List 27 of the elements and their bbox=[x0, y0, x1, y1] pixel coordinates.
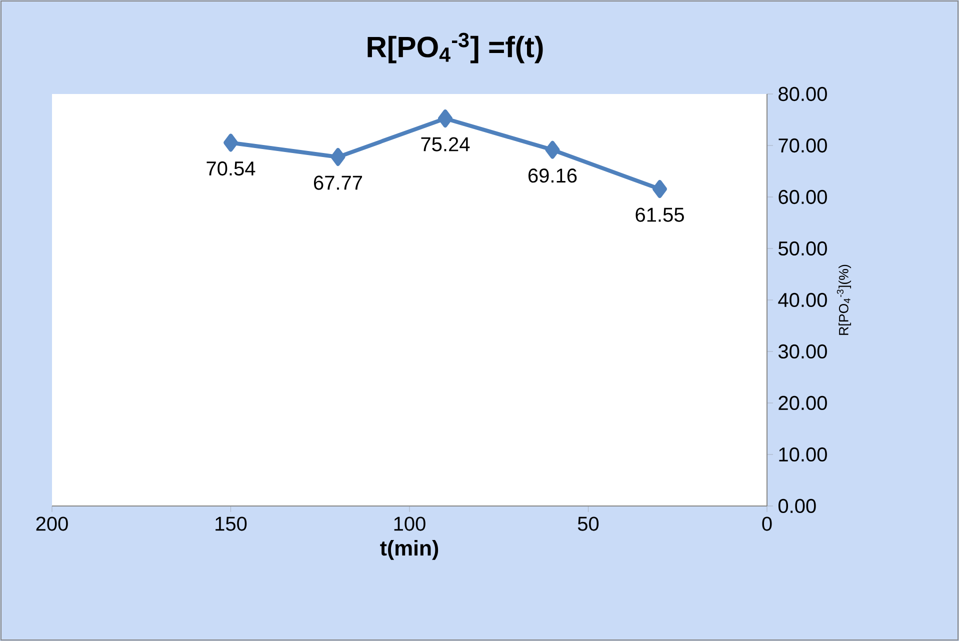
x-tick-label: 100 bbox=[394, 516, 426, 531]
y-tick-label: 60.00 bbox=[778, 190, 827, 204]
y-tick-label: 20.00 bbox=[778, 396, 827, 410]
point bbox=[438, 110, 452, 128]
chart-title: R[PO$_{4}$$^{-3}$] =f(t) bbox=[368, 32, 543, 64]
y-tick-label: 40.00 bbox=[778, 292, 827, 308]
y-axis-title: R[PO$_{4}$$^{-3}$](%) bbox=[836, 264, 852, 335]
y-tick-label: 10.00 bbox=[779, 447, 827, 462]
point bbox=[545, 140, 560, 159]
point bbox=[330, 148, 346, 166]
y-tick-label: 50.00 bbox=[778, 241, 827, 256]
y-tick-label: 0.00 bbox=[778, 498, 816, 514]
data-label: 69.16 bbox=[528, 168, 577, 183]
data-label: 75.24 bbox=[421, 137, 470, 152]
point bbox=[224, 134, 238, 152]
x-tick-label: 0 bbox=[762, 516, 772, 531]
x-tick-label: 150 bbox=[216, 516, 247, 531]
x-tick-label: 50 bbox=[578, 516, 599, 531]
y-tick-label: 30.00 bbox=[778, 344, 827, 359]
data-label: 70.54 bbox=[206, 161, 256, 176]
data-label: 67.77 bbox=[314, 176, 362, 190]
data-label: 61.55 bbox=[636, 208, 684, 222]
y-tick-label: 80.00 bbox=[778, 86, 827, 102]
point bbox=[652, 180, 667, 198]
x-axis-title: t(min) bbox=[380, 540, 438, 560]
x-tick-label: 200 bbox=[36, 516, 68, 531]
y-tick-label: 70.00 bbox=[778, 138, 827, 153]
